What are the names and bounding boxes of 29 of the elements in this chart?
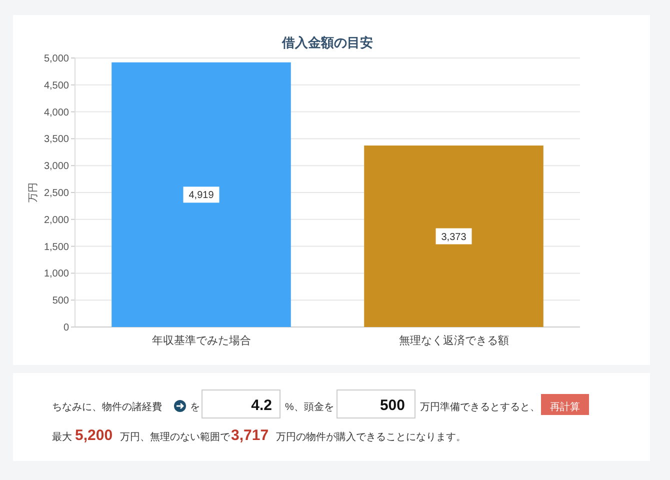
text: 万円準備できるとすると、 (420, 401, 540, 413)
y-tick-label: 1,000 (44, 268, 70, 280)
y-tick-label: 4,000 (44, 107, 70, 118)
chart-title: 借入金額の目安 (281, 35, 373, 50)
y-tick-label: 3,000 (44, 161, 70, 172)
x-tick-label: 年収基準でみた場合 (152, 334, 251, 347)
x-tick-label: 無理なく返済できる額 (398, 334, 509, 347)
text: 最大 (52, 431, 72, 443)
y-tick-label: 2,500 (44, 188, 70, 199)
data-label: 4,919 (188, 190, 214, 202)
text: %、頭金を (285, 401, 334, 413)
text: 500 (380, 397, 405, 414)
data-label: 3,373 (441, 232, 467, 243)
y-tick-label: 500 (52, 296, 70, 307)
text: 5,200 (75, 427, 113, 444)
y-tick-label: 4,500 (44, 80, 70, 92)
text: 再計算 (550, 401, 580, 413)
y-tick-label: 5,000 (44, 54, 70, 64)
y-tick-label: 2,000 (44, 214, 70, 226)
text: 3,717 (231, 427, 269, 444)
text: 4.2 (251, 397, 272, 414)
y-tick-label: 1,500 (44, 242, 70, 253)
text: を (190, 402, 200, 413)
y-axis-title: 万円 (28, 182, 39, 202)
y-tick-label: 3,500 (44, 134, 70, 146)
text: 万円の物件が購入できることになります。 (276, 431, 466, 443)
text: 万円、無理のない範囲で (120, 431, 231, 443)
y-tick-label: 0 (63, 322, 70, 334)
text: ちなみに、物件の諸経費 (52, 401, 162, 413)
